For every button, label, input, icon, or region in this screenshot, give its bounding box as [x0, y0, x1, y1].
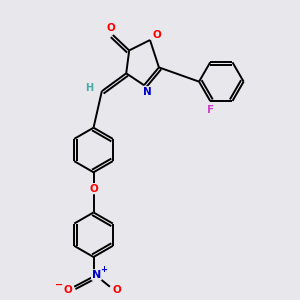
Text: O: O: [64, 285, 73, 295]
Text: O: O: [107, 23, 116, 33]
Text: F: F: [207, 105, 214, 115]
Text: +: +: [100, 265, 107, 274]
Text: −: −: [55, 280, 63, 290]
Text: N: N: [143, 87, 152, 97]
Text: O: O: [152, 30, 161, 40]
Text: H: H: [85, 83, 93, 93]
Text: O: O: [112, 285, 121, 295]
Text: N: N: [92, 270, 101, 280]
Text: O: O: [89, 184, 98, 194]
